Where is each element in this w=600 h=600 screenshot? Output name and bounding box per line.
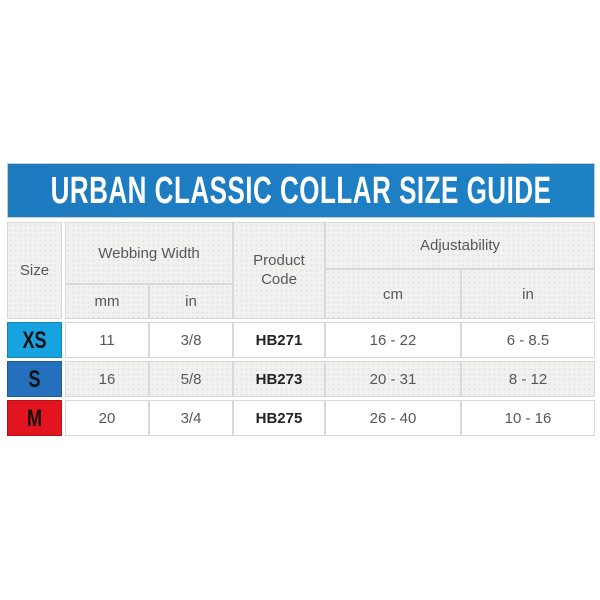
- header-unit-in-webbing: in: [149, 284, 233, 319]
- cell-m-adjust-cm: 26 - 40: [325, 400, 461, 436]
- header-product-code: Product Code: [233, 222, 325, 319]
- size-column: Size XS S M: [7, 222, 62, 436]
- cell-xs-webbing-in: 3/8: [149, 322, 233, 358]
- cell-xs-adjust-in: 6 - 8.5: [461, 322, 595, 358]
- header-adjustability: Adjustability: [325, 222, 595, 269]
- header-unit-mm: mm: [65, 284, 149, 319]
- cell-s-webbing-in: 5/8: [149, 361, 233, 397]
- cell-s-adjust-in: 8 - 12: [461, 361, 595, 397]
- header-webbing-width: Webbing Width: [65, 222, 233, 284]
- size-guide-banner: URBAN CLASSIC COLLAR SIZE GUIDE: [7, 163, 595, 218]
- cell-m-webbing-in: 3/4: [149, 400, 233, 436]
- size-label-xs: XS: [22, 325, 47, 353]
- size-column-header: Size: [7, 222, 62, 319]
- cell-xs-webbing-mm: 11: [65, 322, 149, 358]
- size-guide-main-grid: Webbing Width Product Code Adjustability…: [65, 222, 595, 436]
- header-unit-in-adjust: in: [461, 269, 595, 319]
- size-guide: URBAN CLASSIC COLLAR SIZE GUIDE Size XS …: [7, 163, 595, 436]
- cell-s-adjust-cm: 20 - 31: [325, 361, 461, 397]
- size-guide-table: Size XS S M Webbing Width Product Code A…: [7, 222, 595, 436]
- cell-s-webbing-mm: 16: [65, 361, 149, 397]
- cell-m-product-code: HB275: [233, 400, 325, 436]
- cell-s-product-code: HB273: [233, 361, 325, 397]
- cell-xs-adjust-cm: 16 - 22: [325, 322, 461, 358]
- size-guide-title: URBAN CLASSIC COLLAR SIZE GUIDE: [50, 168, 552, 212]
- size-label-s: S: [28, 364, 41, 392]
- header-unit-cm: cm: [325, 269, 461, 319]
- size-cell-m: M: [7, 400, 62, 436]
- size-label-m: M: [27, 403, 42, 431]
- size-cell-s: S: [7, 361, 62, 397]
- cell-xs-product-code: HB271: [233, 322, 325, 358]
- cell-m-adjust-in: 10 - 16: [461, 400, 595, 436]
- size-cell-xs: XS: [7, 322, 62, 358]
- cell-m-webbing-mm: 20: [65, 400, 149, 436]
